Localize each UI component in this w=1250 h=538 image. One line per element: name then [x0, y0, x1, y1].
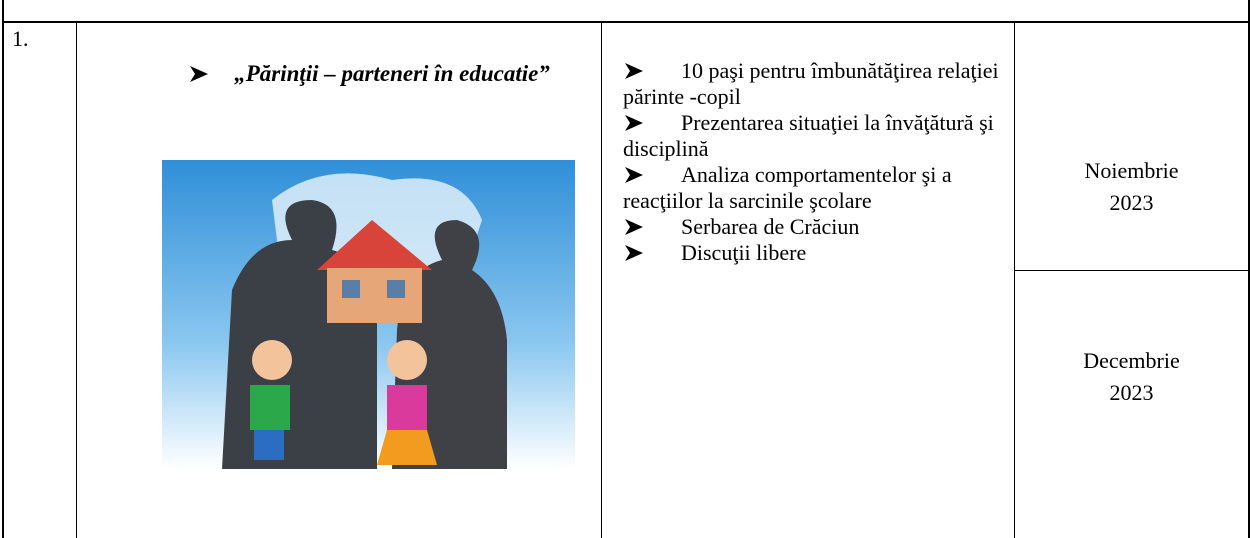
date-cell: Decembrie 2023	[1015, 345, 1248, 409]
column-line	[1014, 22, 1015, 538]
date-cell: Noiembrie 2023	[1015, 155, 1248, 219]
activity-item: Discuţii libere	[623, 240, 1007, 266]
activity-item: Analiza comportamentelor şi a reacţiilor…	[623, 162, 1007, 214]
activity-item: Prezentarea situaţiei la învăţătură şi d…	[623, 110, 1007, 162]
illustration	[162, 160, 575, 469]
bullet	[625, 167, 643, 183]
bullet	[625, 245, 643, 261]
bullet	[190, 66, 209, 82]
row-line	[1014, 270, 1250, 271]
activities: 10 paşi pentru îmbunătăţirea relaţiei pă…	[623, 58, 1007, 266]
column-line	[601, 22, 602, 538]
date: Decembrie 2023	[1083, 348, 1180, 405]
date: Noiembrie 2023	[1084, 158, 1179, 215]
title-text: „Părinţii – parteneri în educatie”	[234, 61, 550, 86]
activity: 10 paşi pentru îmbunătăţirea relaţiei pă…	[623, 58, 999, 109]
bullet	[625, 63, 643, 79]
table-border	[1248, 0, 1250, 538]
activity-item: 10 paşi pentru îmbunătăţirea relaţiei pă…	[623, 58, 1007, 110]
table-border	[2, 21, 1250, 23]
row-number: 1.	[12, 26, 29, 51]
title: „Părinţii – parteneri în educatie”	[150, 60, 590, 87]
column-line	[76, 22, 77, 538]
activity: Serbarea de Crăciun	[681, 214, 860, 239]
bullet	[625, 115, 643, 131]
activity-item: Serbarea de Crăciun	[623, 214, 1007, 240]
activity: Prezentarea situaţiei la învăţătură şi d…	[623, 110, 994, 161]
bullet	[625, 219, 643, 235]
table-border	[2, 0, 4, 538]
activity: Analiza comportamentelor şi a reacţiilor…	[623, 162, 952, 213]
activity: Discuţii libere	[681, 240, 807, 265]
